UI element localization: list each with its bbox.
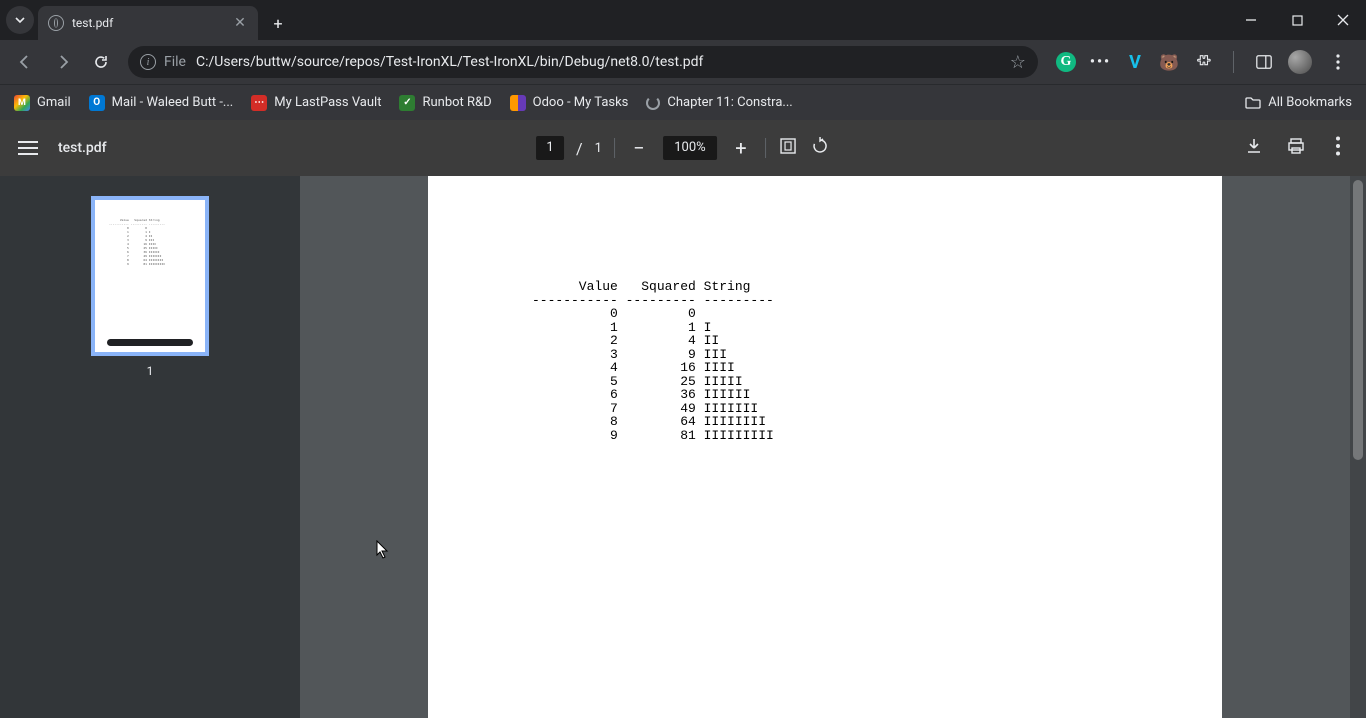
address-bar[interactable]: i File C:/Users/buttw/source/repos/Test-… bbox=[128, 46, 1038, 78]
divider bbox=[765, 138, 766, 158]
pdf-menu-button[interactable] bbox=[18, 141, 38, 155]
minimize-button[interactable] bbox=[1228, 0, 1274, 40]
gmail-icon: M bbox=[14, 95, 30, 111]
bookmark-outlook[interactable]: O Mail - Waleed Butt -... bbox=[89, 95, 234, 111]
bookmark-label: Runbot R&D bbox=[422, 95, 491, 110]
bookmark-odoo[interactable]: Odoo - My Tasks bbox=[510, 95, 629, 111]
pdf-viewer: test.pdf 1 / 1 − 100% + bbox=[0, 120, 1366, 718]
page-area[interactable]: Value Squared String ----------- -------… bbox=[300, 176, 1350, 718]
extensions-menu-icon[interactable] bbox=[1193, 52, 1213, 72]
chrome-menu-button[interactable] bbox=[1326, 45, 1350, 79]
forward-button[interactable] bbox=[46, 45, 80, 79]
thumbnail-number: 1 bbox=[147, 364, 154, 378]
pdf-toolbar: test.pdf 1 / 1 − 100% + bbox=[0, 120, 1366, 176]
vertical-scrollbar[interactable] bbox=[1350, 176, 1366, 718]
folder-icon bbox=[1245, 95, 1261, 111]
globe-icon bbox=[48, 15, 64, 31]
thumbnail-preview: Value Squared String ----------- -------… bbox=[109, 218, 165, 266]
thumbnail-snackbar bbox=[107, 339, 193, 346]
tab-title: test.pdf bbox=[72, 16, 113, 30]
outlook-icon: O bbox=[89, 95, 105, 111]
maximize-button[interactable] bbox=[1274, 0, 1320, 40]
browser-toolbar: i File C:/Users/buttw/source/repos/Test-… bbox=[0, 40, 1366, 84]
url-path: C:/Users/buttw/source/repos/Test-IronXL/… bbox=[196, 54, 703, 70]
profile-avatar[interactable] bbox=[1288, 50, 1312, 74]
zoom-in-button[interactable]: + bbox=[729, 136, 753, 160]
page-separator: / bbox=[576, 139, 583, 158]
page-total: 1 bbox=[595, 141, 602, 156]
download-button[interactable] bbox=[1244, 136, 1264, 160]
side-panel-icon[interactable] bbox=[1254, 52, 1274, 72]
spinner-icon bbox=[646, 96, 660, 110]
lastpass-icon: ⋯ bbox=[251, 95, 267, 111]
bookmark-label: Mail - Waleed Butt -... bbox=[112, 95, 234, 110]
pdf-body: Value Squared String ----------- -------… bbox=[0, 176, 1366, 718]
pdf-page: Value Squared String ----------- -------… bbox=[428, 176, 1222, 718]
reload-button[interactable] bbox=[84, 45, 118, 79]
bookmark-runbot[interactable]: ✓ Runbot R&D bbox=[399, 95, 491, 111]
pdf-page-controls: 1 / 1 − 100% + bbox=[536, 136, 830, 160]
bookmark-label: Odoo - My Tasks bbox=[533, 95, 629, 110]
tab-search-button[interactable] bbox=[6, 6, 34, 34]
odoo-icon bbox=[510, 95, 526, 111]
page-number-input[interactable]: 1 bbox=[536, 136, 564, 160]
bitwarden-extension-icon[interactable]: ••• bbox=[1090, 52, 1111, 72]
fit-page-button[interactable] bbox=[778, 136, 798, 160]
close-window-button[interactable] bbox=[1320, 0, 1366, 40]
bookmark-label: My LastPass Vault bbox=[274, 95, 381, 110]
zoom-level[interactable]: 100% bbox=[663, 136, 717, 160]
grammarly-extension-icon[interactable]: G bbox=[1056, 52, 1076, 72]
tab-strip: test.pdf ✕ + bbox=[0, 0, 1366, 40]
runbot-icon: ✓ bbox=[399, 95, 415, 111]
window-controls bbox=[1228, 0, 1366, 40]
bookmark-chapter11[interactable]: Chapter 11: Constra... bbox=[646, 95, 792, 110]
bookmark-star-icon[interactable]: ☆ bbox=[1010, 52, 1026, 73]
thumbnail-sidebar: Value Squared String ----------- -------… bbox=[0, 176, 300, 718]
tab-close-button[interactable]: ✕ bbox=[232, 15, 248, 31]
vimeo-extension-icon[interactable]: V bbox=[1125, 52, 1145, 72]
scrollbar-thumb[interactable] bbox=[1353, 180, 1363, 460]
new-tab-button[interactable]: + bbox=[264, 9, 292, 37]
pdf-more-button[interactable] bbox=[1328, 136, 1348, 161]
pdf-right-controls bbox=[1244, 136, 1348, 161]
page-thumbnail[interactable]: Value Squared String ----------- -------… bbox=[91, 196, 209, 356]
bookmarks-bar: M Gmail O Mail - Waleed Butt -... ⋯ My L… bbox=[0, 84, 1366, 120]
divider bbox=[614, 138, 615, 158]
bookmark-label: Gmail bbox=[37, 95, 71, 110]
bookmark-label: Chapter 11: Constra... bbox=[667, 95, 792, 110]
site-info-icon[interactable]: i bbox=[140, 54, 156, 70]
zoom-out-button[interactable]: − bbox=[627, 136, 651, 160]
rotate-button[interactable] bbox=[810, 136, 830, 160]
all-bookmarks-button[interactable]: All Bookmarks bbox=[1245, 95, 1352, 111]
print-button[interactable] bbox=[1286, 136, 1306, 160]
url-scheme: File bbox=[164, 54, 186, 70]
pdf-filename: test.pdf bbox=[58, 140, 107, 156]
back-button[interactable] bbox=[8, 45, 42, 79]
pdf-text-content: Value Squared String ----------- -------… bbox=[532, 280, 774, 442]
browser-tab[interactable]: test.pdf ✕ bbox=[38, 6, 258, 40]
bookmark-label: All Bookmarks bbox=[1268, 95, 1352, 110]
extensions-area: G ••• V 🐻 bbox=[1056, 45, 1350, 79]
bookmark-gmail[interactable]: M Gmail bbox=[14, 95, 71, 111]
bookmark-lastpass[interactable]: ⋯ My LastPass Vault bbox=[251, 95, 381, 111]
bear-extension-icon[interactable]: 🐻 bbox=[1159, 52, 1179, 72]
divider bbox=[1233, 51, 1234, 73]
